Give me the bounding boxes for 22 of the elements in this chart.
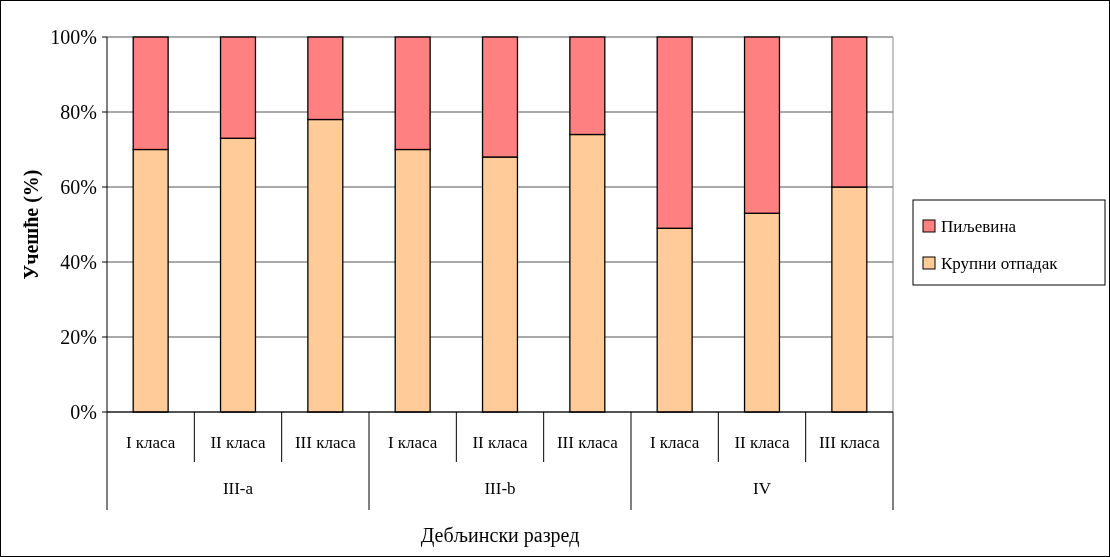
- x-tick-label: I класа: [387, 433, 438, 452]
- text: IV: [753, 479, 772, 498]
- y-tick-label: 80%: [60, 101, 97, 123]
- y-tick-label: 100%: [50, 26, 97, 48]
- y-tick-label: 40%: [60, 251, 97, 273]
- y-tick-label: 0%: [70, 401, 97, 423]
- x-tick-label: I класа: [649, 433, 700, 452]
- x-tick-label: I класа: [125, 433, 176, 452]
- text: III-b: [484, 479, 516, 498]
- x-tick-label: II класа: [210, 433, 267, 452]
- text: III-a: [222, 479, 254, 498]
- y-tick-label: 60%: [60, 176, 97, 198]
- x-tick-label: III класа: [556, 433, 619, 452]
- x-tick-label: III класа: [818, 433, 881, 452]
- legend-label: Крупни отпадак: [941, 253, 1059, 273]
- x-tick-label: II класа: [734, 433, 791, 452]
- x-tick-label: II класа: [472, 433, 529, 452]
- x-tick-label: III класа: [294, 433, 357, 452]
- x-axis-title: Дебљински разред: [420, 524, 580, 547]
- legend-label: Пиљевина: [941, 216, 1017, 236]
- y-axis-title: Учешће (%): [20, 169, 43, 280]
- y-tick-label: 20%: [60, 326, 97, 348]
